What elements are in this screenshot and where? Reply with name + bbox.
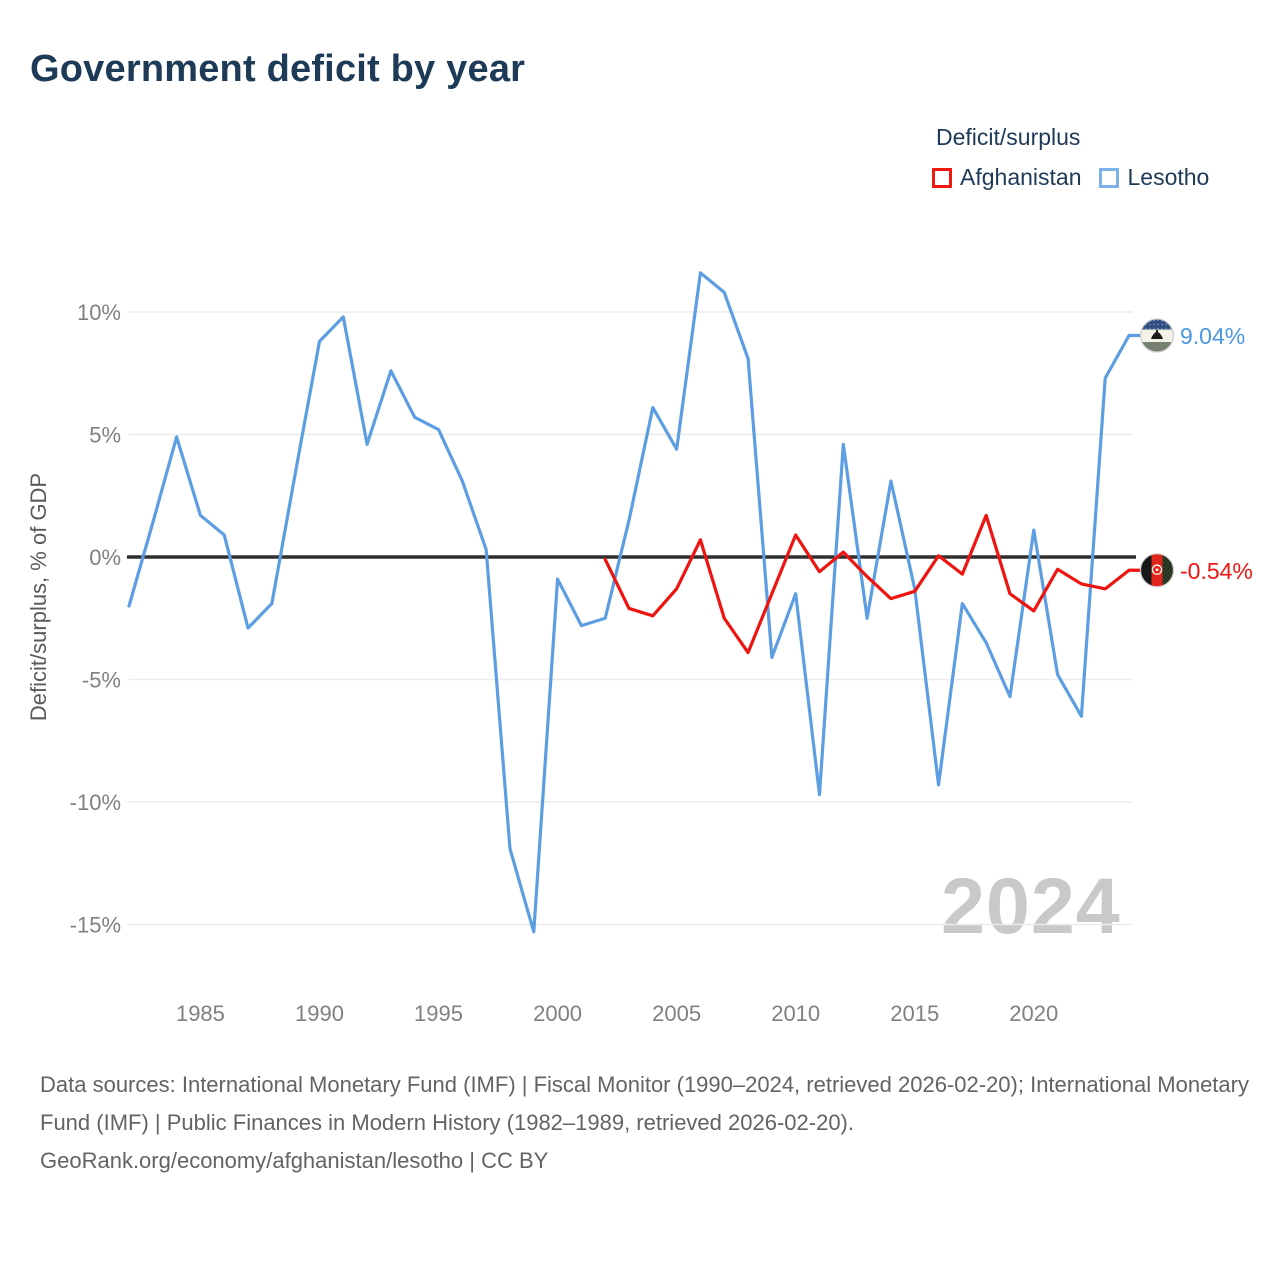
legend-item-label: Afghanistan	[960, 164, 1082, 190]
y-tick-label: 0%	[89, 545, 121, 570]
y-tick-label: 5%	[89, 423, 121, 448]
x-tick-label: 2000	[533, 1001, 582, 1026]
lesotho-end-label: 9.04%	[1180, 323, 1246, 349]
x-tick-label: 2020	[1009, 1001, 1058, 1026]
y-axis-title: Deficit/surplus, % of GDP	[26, 473, 51, 721]
afghanistan-swatch-icon	[932, 167, 952, 188]
legend-items: Afghanistan Lesotho	[932, 164, 1209, 191]
legend-item-label: Lesotho	[1127, 164, 1210, 190]
attribution-text: GeoRank.org/economy/afghanistan/lesotho …	[40, 1148, 549, 1173]
y-tick-label: -10%	[70, 790, 121, 815]
x-tick-label: 1985	[176, 1001, 225, 1026]
x-tick-label: 2015	[890, 1001, 939, 1026]
line-chart: 10% 5% 0% -5% -10% -15% 1985 1990 1995 2000 2005 20…	[26, 271, 1175, 1026]
legend-item-lesotho[interactable]: Lesotho	[1099, 164, 1209, 191]
data-sources-text: Data sources: International Monetary Fun…	[40, 1072, 1249, 1135]
legend-title: Deficit/surplus	[936, 124, 1081, 150]
lesotho-line	[127, 271, 1143, 934]
x-tick-label: 1995	[414, 1001, 463, 1026]
page-title: Government deficit by year	[30, 48, 526, 90]
x-tick-label: 2005	[652, 1001, 701, 1026]
legend-item-afghanistan[interactable]: Afghanistan	[932, 164, 1081, 191]
lesotho-swatch-icon	[1099, 167, 1120, 188]
y-tick-label: -5%	[82, 668, 121, 693]
y-tick-label: 10%	[77, 300, 121, 325]
lesotho-flag-icon	[1139, 318, 1175, 353]
x-tick-label: 1990	[295, 1001, 344, 1026]
afghanistan-flag-icon	[1139, 553, 1175, 588]
y-tick-label: -15%	[70, 913, 121, 938]
footer: Data sources: International Monetary Fun…	[40, 1066, 1252, 1180]
x-tick-label: 2010	[771, 1001, 820, 1026]
watermark-year: 2024	[941, 861, 1121, 950]
afghanistan-line	[603, 513, 1143, 655]
afghanistan-end-label: -0.54%	[1180, 558, 1253, 584]
